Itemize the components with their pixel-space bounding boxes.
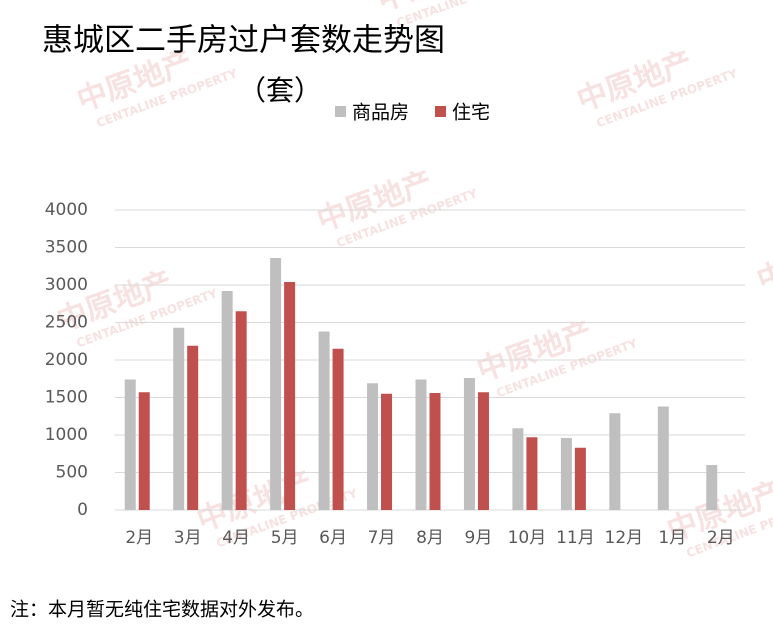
bar (657, 406, 669, 510)
x-tick-label: 12月 (605, 528, 644, 548)
legend-swatch (435, 106, 446, 117)
legend-swatch (335, 106, 346, 117)
bar (284, 282, 296, 510)
bar (477, 392, 489, 510)
bar (560, 438, 572, 510)
bar (221, 291, 233, 510)
bar (235, 311, 247, 510)
x-tick-label: 5月 (271, 528, 299, 548)
bar (415, 379, 427, 510)
bar (332, 348, 344, 510)
y-tick-label: 3000 (45, 275, 88, 295)
y-tick-label: 1500 (45, 388, 88, 408)
x-tick-label: 7月 (368, 528, 396, 548)
bar (124, 379, 136, 510)
bar (318, 331, 330, 510)
note: 注：本月暂无纯住宅数据对外发布。 (10, 599, 314, 621)
x-tick-label: 1月 (658, 528, 686, 548)
bar (187, 345, 199, 510)
y-tick-label: 0 (77, 500, 88, 520)
bar (609, 413, 621, 510)
x-tick-label: 8月 (416, 528, 444, 548)
bar (574, 447, 586, 510)
legend-label: 住宅 (452, 102, 490, 124)
bar (526, 437, 538, 510)
bar (173, 327, 185, 510)
bar (270, 258, 282, 510)
bar (381, 393, 393, 510)
bar (512, 428, 524, 510)
bar (706, 465, 718, 510)
x-tick-label: 2月 (125, 528, 153, 548)
x-tick-label: 2月 (707, 528, 735, 548)
y-tick-label: 2500 (45, 313, 88, 333)
x-tick-label: 11月 (556, 528, 595, 548)
bar (429, 393, 441, 510)
bar (138, 392, 150, 510)
x-tick-label: 10月 (508, 528, 547, 548)
legend-label: 商品房 (352, 102, 409, 124)
x-tick-label: 9月 (465, 528, 493, 548)
watermark-cn: 中原地产 (752, 225, 773, 299)
y-tick-label: 2000 (45, 350, 88, 370)
bar (463, 378, 475, 510)
x-tick-label: 4月 (222, 528, 250, 548)
x-tick-label: 6月 (319, 528, 347, 548)
y-tick-label: 500 (56, 463, 88, 483)
y-tick-label: 1000 (45, 425, 88, 445)
chart-subtitle: （套） (238, 74, 322, 107)
y-tick-label: 3500 (45, 238, 88, 258)
chart-title: 惠城区二手房过户套数走势图 (42, 23, 445, 59)
y-tick-label: 4000 (45, 200, 88, 220)
bar (367, 383, 379, 510)
x-tick-label: 3月 (174, 528, 202, 548)
